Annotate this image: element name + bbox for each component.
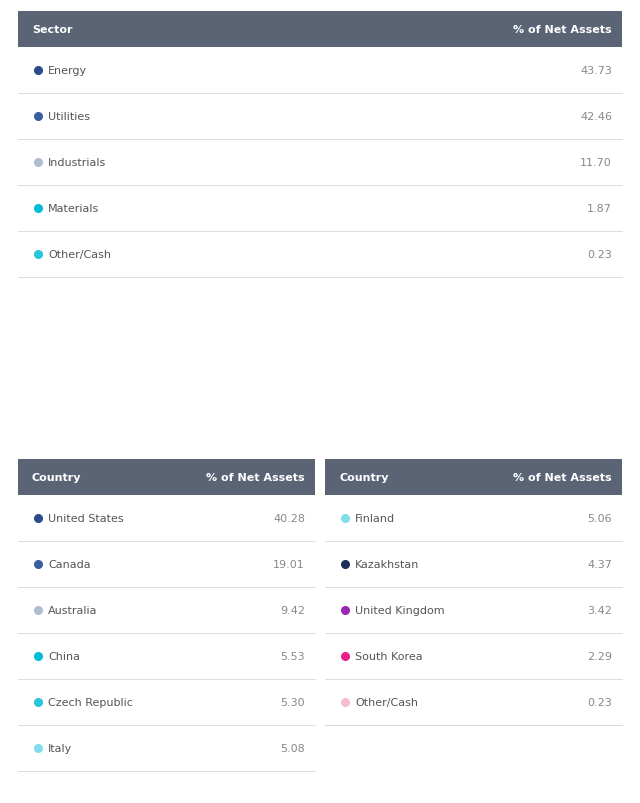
Text: Finland: Finland — [355, 513, 395, 524]
Text: Country: Country — [32, 472, 81, 483]
Text: 0.23: 0.23 — [588, 697, 612, 707]
Text: % of Net Assets: % of Net Assets — [513, 472, 612, 483]
Text: Italy: Italy — [48, 743, 72, 753]
Text: China: China — [48, 651, 80, 661]
Text: 19.01: 19.01 — [273, 560, 305, 569]
Text: 1.87: 1.87 — [587, 204, 612, 214]
Text: 42.46: 42.46 — [580, 112, 612, 122]
Text: Materials: Materials — [48, 204, 99, 214]
Text: United States: United States — [48, 513, 124, 524]
Text: Industrials: Industrials — [48, 158, 106, 168]
Text: 5.53: 5.53 — [280, 651, 305, 661]
Text: 0.23: 0.23 — [588, 250, 612, 259]
Text: 5.08: 5.08 — [280, 743, 305, 753]
FancyBboxPatch shape — [18, 12, 622, 48]
Text: Australia: Australia — [48, 605, 97, 615]
Text: 5.30: 5.30 — [280, 697, 305, 707]
Text: 2.29: 2.29 — [587, 651, 612, 661]
Text: 3.42: 3.42 — [587, 605, 612, 615]
Text: United Kingdom: United Kingdom — [355, 605, 445, 615]
Text: Country: Country — [339, 472, 388, 483]
Text: 11.70: 11.70 — [580, 158, 612, 168]
Text: % of Net Assets: % of Net Assets — [206, 472, 305, 483]
Text: Utilities: Utilities — [48, 112, 90, 122]
Text: Kazakhstan: Kazakhstan — [355, 560, 419, 569]
Text: Other/Cash: Other/Cash — [48, 250, 111, 259]
Text: 40.28: 40.28 — [273, 513, 305, 524]
Text: Other/Cash: Other/Cash — [355, 697, 418, 707]
Text: 43.73: 43.73 — [580, 66, 612, 76]
Text: % of Net Assets: % of Net Assets — [513, 25, 612, 35]
Text: 4.37: 4.37 — [587, 560, 612, 569]
Text: Czech Republic: Czech Republic — [48, 697, 133, 707]
Text: Canada: Canada — [48, 560, 91, 569]
FancyBboxPatch shape — [18, 459, 315, 495]
FancyBboxPatch shape — [325, 459, 622, 495]
Text: 5.06: 5.06 — [588, 513, 612, 524]
Text: Energy: Energy — [48, 66, 87, 76]
Text: 9.42: 9.42 — [280, 605, 305, 615]
Text: Sector: Sector — [32, 25, 72, 35]
Text: South Korea: South Korea — [355, 651, 422, 661]
